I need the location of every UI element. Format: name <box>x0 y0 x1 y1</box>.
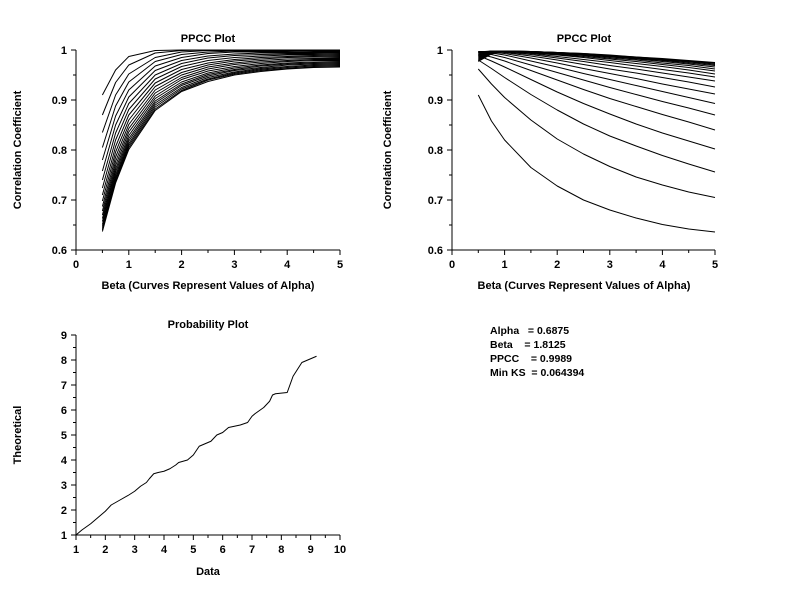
y-tick-label: 4 <box>61 455 68 467</box>
series-line-6 <box>101 52 341 172</box>
x-axis-label: Beta (Curves Represent Values of Alpha) <box>102 280 315 292</box>
y-tick-label: 0.6 <box>52 245 67 257</box>
chart-title: PPCC Plot <box>181 33 236 45</box>
x-tick-label: 2 <box>102 544 108 556</box>
x-tick-label: 9 <box>308 544 314 556</box>
series-line-2 <box>477 68 716 198</box>
x-tick-label: 3 <box>607 259 613 271</box>
y-tick-label: 6 <box>61 405 67 417</box>
chart-title: Probability Plot <box>168 319 249 331</box>
x-tick-label: 4 <box>659 259 666 271</box>
y-tick-label: 0.9 <box>52 95 67 107</box>
y-tick-label: 0.8 <box>428 145 443 157</box>
series-line-18 <box>101 65 341 229</box>
beta-value-text: Beta = 1.8125 <box>490 339 566 351</box>
series-line-1 <box>477 94 716 233</box>
y-tick-label: 2 <box>61 505 67 517</box>
y-tick-label: 1 <box>61 530 67 542</box>
x-tick-label: 2 <box>179 259 185 271</box>
series-line-4 <box>478 55 716 150</box>
y-tick-label: 9 <box>61 330 67 342</box>
y-tick-label: 0.7 <box>52 195 67 207</box>
series-line-11 <box>101 58 340 207</box>
x-tick-label: 2 <box>554 259 560 271</box>
x-tick-label: 0 <box>449 259 455 271</box>
x-tick-label: 0 <box>73 259 79 271</box>
x-tick-label: 8 <box>278 544 284 556</box>
x-tick-label: 1 <box>502 259 508 271</box>
y-tick-label: 1 <box>61 45 67 57</box>
y-tick-label: 8 <box>61 355 67 367</box>
x-tick-label: 1 <box>126 259 132 271</box>
series-line-13 <box>101 60 340 216</box>
y-tick-label: 0.9 <box>428 95 443 107</box>
y-tick-label: 0.7 <box>428 195 443 207</box>
min-ks-value-text: Min KS = 0.064394 <box>490 367 584 379</box>
series-line-7 <box>101 53 341 181</box>
x-tick-label: 5 <box>337 259 343 271</box>
y-tick-label: 0.8 <box>52 145 67 157</box>
x-tick-label: 10 <box>334 544 346 556</box>
series-line-19 <box>101 66 341 231</box>
x-tick-label: 7 <box>249 544 255 556</box>
y-tick-label: 7 <box>61 380 67 392</box>
series-line-3 <box>478 59 716 173</box>
x-axis-label: Beta (Curves Represent Values of Alpha) <box>478 280 691 292</box>
ppcc-plot-beta-panel: PPCC Plot Beta (Curves Represent Values … <box>382 33 718 292</box>
series-line-6 <box>478 52 716 116</box>
series-line-7 <box>478 51 716 104</box>
series-line-4 <box>101 50 341 148</box>
x-tick-label: 6 <box>220 544 226 556</box>
series-line-5 <box>101 51 340 161</box>
series-line-20 <box>478 50 716 63</box>
series-line-16 <box>101 63 341 225</box>
ppcc-value-text: PPCC = 0.9989 <box>490 353 572 365</box>
x-tick-label: 3 <box>231 259 237 271</box>
probability-plot-panel: Probability Plot Data Theoretical 1 2 3 4 5 6… <box>12 319 346 578</box>
series-line-14 <box>101 61 341 219</box>
x-tick-label: 5 <box>712 259 718 271</box>
fit-results-annotation: Alpha = 0.6875 Beta = 1.8125 PPCC = 0.99… <box>490 325 584 379</box>
series-line-17 <box>101 64 341 227</box>
series-line-20 <box>101 66 341 232</box>
x-tick-label: 3 <box>132 544 138 556</box>
y-axis-label: Correlation Coefficient <box>12 90 24 209</box>
y-axis-label: Correlation Coefficient <box>382 90 394 209</box>
series-line-12 <box>101 59 340 212</box>
series-line-8 <box>478 51 716 95</box>
series-line-9 <box>101 55 341 196</box>
y-tick-label: 1 <box>437 45 443 57</box>
x-tick-label: 1 <box>73 544 79 556</box>
y-tick-label: 5 <box>61 430 67 442</box>
probability-line <box>75 355 317 536</box>
x-tick-label: 4 <box>161 544 168 556</box>
y-tick-label: 0.6 <box>428 245 443 257</box>
chart-title: PPCC Plot <box>557 33 612 45</box>
x-tick-label: 4 <box>284 259 291 271</box>
alpha-value-text: Alpha = 0.6875 <box>490 325 569 337</box>
ppcc-plot-alpha-panel: PPCC Plot Beta (Curves Represent Values … <box>12 33 343 292</box>
series-line-15 <box>101 62 341 222</box>
x-axis-label: Data <box>196 566 221 578</box>
series-line-10 <box>101 56 341 202</box>
y-axis-label: Theoretical <box>12 406 24 465</box>
x-tick-label: 5 <box>190 544 196 556</box>
series-line-8 <box>101 54 341 189</box>
series-line-5 <box>478 53 716 131</box>
y-tick-label: 3 <box>61 480 67 492</box>
